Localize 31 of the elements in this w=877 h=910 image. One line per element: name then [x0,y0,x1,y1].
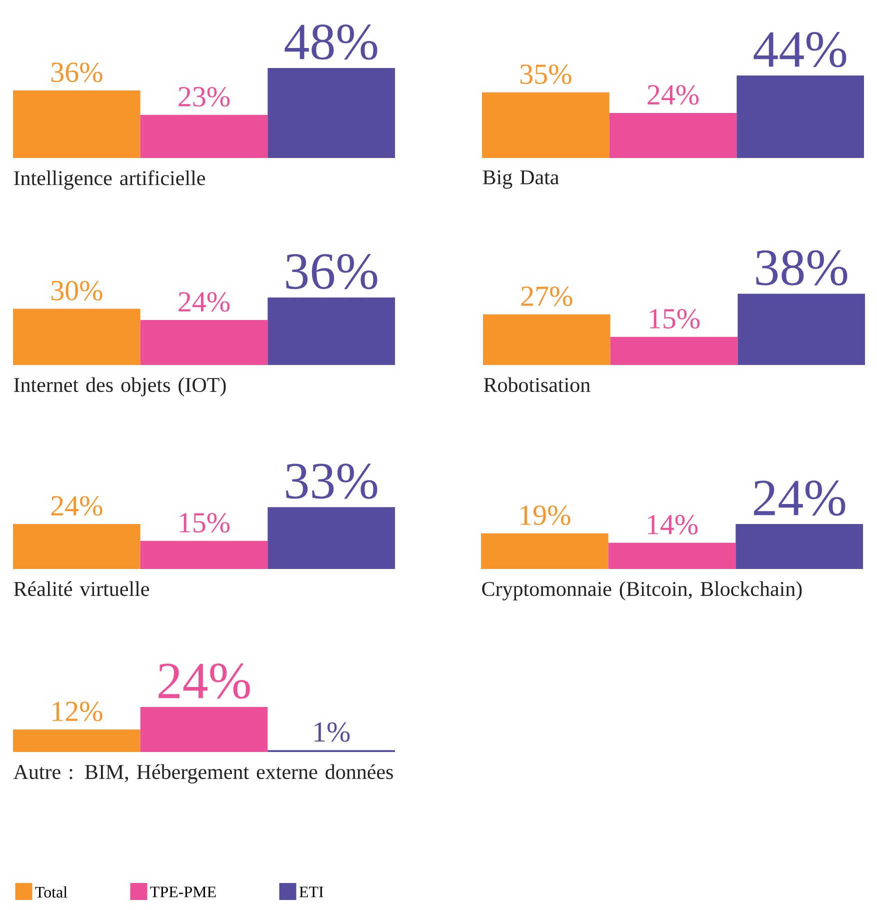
data-label: 36% [51,62,102,82]
data-label: 48% [284,24,378,60]
data-label: 1% [314,722,350,742]
data-label: 24% [51,496,102,516]
data-label: 19% [520,505,570,526]
x-axis-title: Big Data [482,170,559,189]
data-label: 24% [158,663,250,699]
data-label: 15% [180,512,230,533]
data-label: 35% [520,64,572,84]
data-label: 15% [650,308,700,329]
data-label: 23% [178,86,230,107]
data-label: 33% [286,464,378,499]
x-axis-title: Réalité virtuelle [14,581,150,596]
legend-label: ETI [299,886,324,898]
data-label: 14% [648,514,698,534]
legend-label: Total [35,886,68,898]
data-label: 24% [178,292,230,312]
legend-label: TPE-PME [150,886,216,898]
x-axis-title: Cryptomonnaie (Bitcoin, Blockchain) [482,581,802,600]
data-label: 27% [521,286,572,306]
x-axis-title: Intelligence artificielle [14,170,205,190]
x-axis-title: Internet des objets (IOT) [14,377,226,396]
data-label: 36% [286,254,378,290]
data-label: 38% [756,250,848,286]
data-label: 12% [52,702,102,722]
x-axis-title: Autre : BIM, Hébergement externe données [13,764,393,784]
data-label: 44% [754,32,846,68]
data-label: 24% [648,85,699,105]
data-label: 30% [51,280,102,300]
data-label: 24% [754,480,846,516]
x-axis-title: Robotisation [484,377,590,392]
